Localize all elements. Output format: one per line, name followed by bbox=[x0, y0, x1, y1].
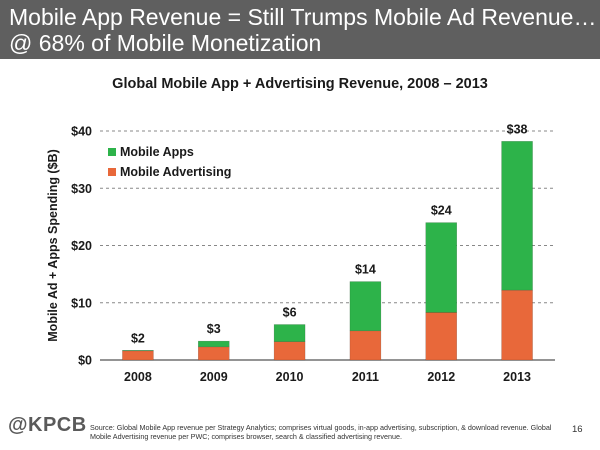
bar-mobile-advertising bbox=[501, 289, 533, 361]
bar-mobile-apps bbox=[273, 324, 306, 342]
bar-mobile-advertising bbox=[425, 312, 457, 361]
bar-mobile-apps bbox=[501, 141, 533, 291]
bar-mobile-apps bbox=[198, 340, 230, 348]
kpcb-logo: @KPCB bbox=[8, 414, 87, 436]
y-tick-label: $30 bbox=[71, 182, 92, 196]
bar-mobile-apps bbox=[349, 281, 382, 332]
y-tick-label: $10 bbox=[71, 296, 92, 310]
data-label: $24 bbox=[431, 204, 452, 218]
x-tick-label: 2008 bbox=[124, 370, 152, 384]
bar-mobile-advertising bbox=[273, 341, 306, 361]
bar-mobile-apps bbox=[425, 222, 457, 313]
y-tick-label: $20 bbox=[71, 239, 92, 253]
x-tick-label: 2012 bbox=[427, 370, 455, 384]
y-tick-label: $0 bbox=[78, 354, 92, 368]
legend-swatch bbox=[108, 168, 116, 176]
bar-mobile-advertising bbox=[349, 330, 382, 361]
x-tick-label: 2009 bbox=[200, 370, 228, 384]
bar-mobile-advertising bbox=[198, 346, 230, 361]
y-axis-label: Mobile Ad + Apps Spending ($B) bbox=[46, 149, 60, 341]
x-tick-label: 2010 bbox=[276, 370, 304, 384]
slide-title-line-1: Mobile App Revenue = Still Trumps Mobile… bbox=[9, 4, 597, 30]
slide-title-line-2: @ 68% of Mobile Monetization bbox=[9, 30, 322, 56]
data-label: $3 bbox=[207, 322, 221, 336]
x-tick-label: 2013 bbox=[503, 370, 531, 384]
x-tick-label: 2011 bbox=[352, 370, 379, 384]
data-label: $2 bbox=[131, 331, 145, 345]
source-note: Source: Global Mobile App revenue per St… bbox=[90, 423, 552, 441]
chart-title: Global Mobile App + Advertising Revenue,… bbox=[112, 76, 488, 92]
bar-mobile-apps bbox=[122, 350, 154, 352]
page-number: 16 bbox=[572, 424, 583, 435]
data-label: $14 bbox=[355, 263, 376, 277]
y-tick-label: $40 bbox=[71, 125, 92, 139]
data-label: $38 bbox=[507, 122, 528, 136]
legend-label: Mobile Advertising bbox=[120, 165, 231, 179]
legend-label: Mobile Apps bbox=[120, 145, 194, 159]
data-label: $6 bbox=[283, 306, 297, 320]
bar-mobile-advertising bbox=[122, 350, 154, 361]
legend-swatch bbox=[108, 148, 116, 156]
slide-header: Mobile App Revenue = Still Trumps Mobile… bbox=[0, 0, 600, 59]
